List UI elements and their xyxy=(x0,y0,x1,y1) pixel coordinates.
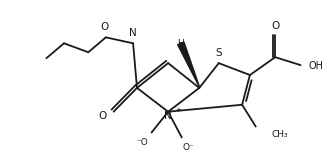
Text: ⁻O: ⁻O xyxy=(136,138,148,147)
Text: +: + xyxy=(175,107,181,113)
Text: N: N xyxy=(164,111,172,121)
Text: H: H xyxy=(177,39,184,48)
Polygon shape xyxy=(178,42,200,88)
Text: S: S xyxy=(215,48,222,58)
Text: CH₃: CH₃ xyxy=(271,130,288,139)
Text: O⁻: O⁻ xyxy=(183,143,194,152)
Text: O: O xyxy=(99,111,107,121)
Text: O: O xyxy=(101,22,109,32)
Text: O: O xyxy=(271,21,279,31)
Text: N: N xyxy=(129,28,137,38)
Text: OH: OH xyxy=(308,61,323,71)
